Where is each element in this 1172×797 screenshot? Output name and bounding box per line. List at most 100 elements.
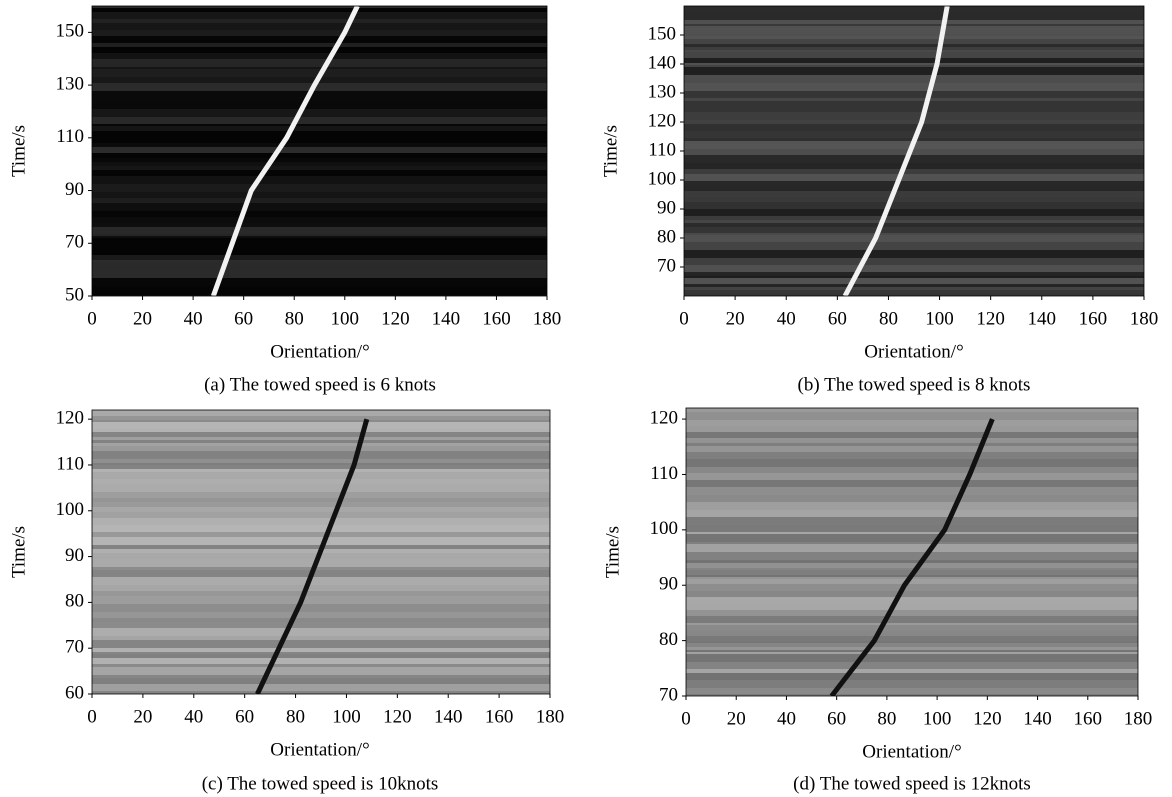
heatmap-row [92, 675, 550, 678]
x-tick-label: 160 [485, 706, 514, 727]
y-tick-label: 80 [657, 226, 676, 247]
heatmap-row [92, 289, 547, 295]
x-tick-label: 140 [434, 706, 463, 727]
x-tick-label: 0 [87, 706, 97, 727]
y-tick-label: 150 [56, 21, 85, 42]
x-tick-label: 140 [1028, 308, 1057, 329]
heatmap-row [92, 658, 550, 664]
heatmap-row [684, 28, 1144, 34]
heatmap-row [686, 636, 1138, 641]
heatmap-row [686, 652, 1138, 654]
heatmap-row [684, 58, 1144, 63]
heatmap-row [684, 101, 1144, 109]
heatmap-row [686, 440, 1138, 443]
heatmap-row [686, 680, 1138, 688]
heatmap-row [92, 469, 550, 472]
x-tick-label: 20 [133, 308, 152, 329]
heatmap-row [684, 75, 1144, 83]
heatmap-row [92, 236, 547, 238]
heatmap-row [686, 579, 1138, 584]
heatmap-row [92, 102, 547, 105]
caption: (a) The towed speed is 6 knots [204, 374, 436, 395]
y-tick-label: 110 [648, 139, 676, 160]
x-tick-label: 60 [827, 708, 846, 729]
heatmap-row [684, 284, 1144, 287]
x-tick-label: 180 [536, 706, 565, 727]
heatmap-row [92, 420, 550, 422]
plot-frame [91, 409, 551, 695]
heatmap-row [92, 131, 547, 135]
heatmap-row [92, 512, 550, 518]
heatmap-row [686, 480, 1138, 487]
x-tick-label: 0 [87, 308, 97, 329]
heatmap-row [92, 166, 547, 170]
x-axis-label: Orientation/° [862, 741, 961, 762]
heatmap-row [92, 648, 550, 652]
heatmap-row [686, 552, 1138, 560]
heatmap-row [686, 517, 1138, 525]
heatmap-row [686, 525, 1138, 532]
y-tick-label: 80 [659, 629, 678, 650]
heatmap-row [92, 143, 547, 147]
heatmap-row [684, 202, 1144, 209]
x-tick-label: 60 [235, 706, 254, 727]
heatmap-row [686, 495, 1138, 502]
heatmap-row [684, 233, 1144, 235]
heatmap-row [686, 502, 1138, 510]
heatmap-row [92, 678, 550, 684]
heatmap-row [92, 91, 547, 95]
x-tick-label: 20 [726, 308, 745, 329]
heatmap-row [684, 274, 1144, 276]
heatmap-row [92, 618, 550, 622]
y-tick-label: 130 [56, 73, 85, 94]
heatmap-row [92, 479, 550, 484]
x-tick-label: 160 [1074, 708, 1103, 729]
heatmap-row [92, 437, 550, 440]
heatmap-row [92, 211, 547, 217]
heatmap-row [684, 169, 1144, 174]
heatmap-row [686, 420, 1138, 426]
heatmap-row [684, 63, 1144, 65]
heatmap-row [92, 604, 550, 612]
heatmap-row [92, 124, 547, 126]
heatmap-row [92, 285, 547, 287]
heatmap-row [92, 664, 550, 667]
x-tick-label: 80 [877, 708, 896, 729]
x-tick-label: 160 [482, 308, 511, 329]
y-tick-label: 70 [65, 637, 84, 658]
heatmap-row [686, 432, 1138, 438]
heatmap-row [684, 265, 1144, 272]
heatmap-row [92, 463, 550, 465]
y-tick-label: 130 [648, 81, 677, 102]
heatmap-row [684, 186, 1144, 191]
caption: (d) The towed speed is 12knots [793, 773, 1031, 794]
heatmap-row [686, 446, 1138, 452]
heatmap-row [686, 452, 1138, 459]
heatmap-row [92, 652, 550, 654]
heatmap-row [92, 429, 550, 432]
heatmap-row [92, 249, 547, 255]
heatmap-row [92, 262, 547, 270]
x-tick-label: 40 [184, 706, 203, 727]
x-tick-label: 120 [383, 706, 412, 727]
heatmap-row [92, 472, 550, 479]
y-tick-label: 100 [56, 499, 85, 520]
heatmap-row [92, 432, 550, 437]
heatmap-row [92, 507, 550, 512]
heatmap-row [92, 170, 547, 176]
heatmap-row [92, 498, 550, 502]
x-tick-label: 100 [923, 708, 952, 729]
y-tick-label: 90 [65, 545, 84, 566]
heatmap-row [92, 43, 547, 47]
heatmap-row [684, 120, 1144, 124]
x-axis-label: Orientation/° [270, 739, 369, 760]
heatmap-row [686, 641, 1138, 643]
x-tick-label: 40 [777, 708, 796, 729]
heatmap-row [684, 65, 1144, 67]
heatmap-row [684, 197, 1144, 202]
heatmap-row [684, 235, 1144, 242]
heatmap-row [686, 560, 1138, 563]
heatmap-row [686, 412, 1138, 420]
x-tick-label: 120 [381, 308, 410, 329]
x-tick-label: 120 [973, 708, 1002, 729]
